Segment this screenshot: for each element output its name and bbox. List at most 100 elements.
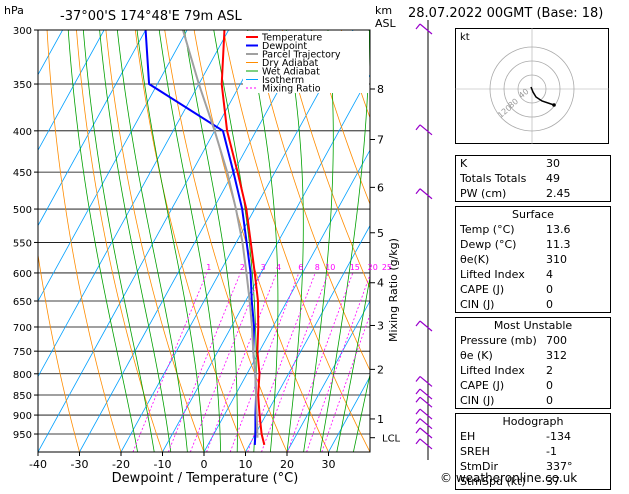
hodograph-stat-value: -1 bbox=[546, 444, 606, 459]
surface-row: CIN (J)0 bbox=[456, 297, 610, 312]
pressure-tick-label: 550 bbox=[13, 238, 32, 249]
mixing-ratio-axis-title: Mixing Ratio (g/kg) bbox=[387, 238, 400, 342]
wind-barb-feather bbox=[416, 439, 420, 444]
wind-barb bbox=[420, 125, 432, 135]
wind-barb-feather bbox=[416, 321, 420, 326]
wind-barb-feather bbox=[416, 125, 420, 130]
wind-barb bbox=[420, 321, 432, 331]
wind-barb bbox=[420, 419, 432, 429]
pressure-tick-label: 950 bbox=[13, 430, 32, 441]
index-row: Totals Totals 49 bbox=[456, 171, 610, 186]
wind-barb-feather bbox=[416, 428, 420, 433]
index-key: Totals Totals bbox=[460, 171, 526, 186]
surface-key: Dewp (°C) bbox=[460, 237, 516, 252]
most-unstable-title: Most Unstable bbox=[456, 318, 610, 333]
temperature-tick-label: -30 bbox=[71, 458, 89, 471]
pressure-tick-label: 450 bbox=[13, 168, 32, 179]
index-value: 2.45 bbox=[546, 186, 606, 201]
temperature-tick-label: 20 bbox=[280, 458, 294, 471]
wet-adiabat-line bbox=[83, 30, 154, 452]
temperature-tick-label: -20 bbox=[112, 458, 130, 471]
index-value: 49 bbox=[546, 171, 606, 186]
pressure-axis: 3003504004505005506006507007508008509009… bbox=[13, 26, 38, 441]
wind-barb-feather bbox=[416, 409, 420, 414]
surface-value: 11.3 bbox=[546, 237, 606, 252]
temperature-tick-label: 0 bbox=[201, 458, 208, 471]
surface-key: CAPE (J) bbox=[460, 282, 504, 297]
most-unstable-key: θe (K) bbox=[460, 348, 493, 363]
hodograph-unit: kt bbox=[460, 32, 470, 43]
pressure-tick-label: 650 bbox=[13, 297, 32, 308]
surface-key: Temp (°C) bbox=[460, 222, 515, 237]
surface-key: Lifted Index bbox=[460, 267, 525, 282]
wind-barb bbox=[420, 397, 432, 407]
mixing-ratio-label: 8 bbox=[315, 263, 320, 272]
surface-value: 0 bbox=[546, 282, 606, 297]
most-unstable-row: CAPE (J) 0 bbox=[456, 378, 610, 393]
most-unstable-key: CAPE (J) bbox=[460, 378, 504, 393]
temperature-tick-label: -40 bbox=[29, 458, 47, 471]
index-value: 30 bbox=[546, 156, 606, 171]
mixing-ratio-label: 15 bbox=[350, 263, 360, 272]
surface-row: CAPE (J) 0 bbox=[456, 282, 610, 297]
x-axis-title: Dewpoint / Temperature (°C) bbox=[112, 471, 299, 486]
footer-credit: © weatheronline.co.uk bbox=[440, 471, 577, 485]
mixing-ratio-label: 3 bbox=[261, 263, 266, 272]
mixing-ratio-label: 2 bbox=[240, 263, 245, 272]
most-unstable-row: CIN (J)0 bbox=[456, 393, 610, 408]
surface-key: θe(K) bbox=[460, 252, 489, 267]
datetime-label: 28.07.2022 00GMT (Base: 18) bbox=[408, 6, 603, 21]
wind-barb bbox=[420, 376, 432, 386]
most-unstable-key: Lifted Index bbox=[460, 363, 525, 378]
wind-barb bbox=[420, 409, 432, 419]
surface-row: Temp (°C) 13.6 bbox=[456, 222, 610, 237]
wind-barbs bbox=[416, 20, 432, 460]
mixing-ratio-line bbox=[133, 273, 207, 452]
surface-title: Surface bbox=[456, 207, 610, 222]
pressure-tick-label: 700 bbox=[13, 323, 32, 334]
unit-hpa: hPa bbox=[4, 4, 24, 17]
surface-row: Dewp (°C) 11.3 bbox=[456, 237, 610, 252]
wind-barb bbox=[420, 439, 432, 449]
km-tick-label: 2 bbox=[377, 363, 384, 376]
wind-barb-feather bbox=[416, 24, 420, 29]
hodograph-stat-key: EH bbox=[460, 429, 475, 444]
km-tick-label: 3 bbox=[377, 319, 384, 332]
mixing-ratio-label: 1 bbox=[206, 263, 211, 272]
km-tick-label: 1 bbox=[377, 413, 384, 426]
unit-km: km bbox=[375, 4, 392, 17]
most-unstable-value: 0 bbox=[546, 378, 606, 393]
surface-value: 4 bbox=[546, 267, 606, 282]
km-tick-label: 8 bbox=[377, 83, 384, 96]
pressure-tick-label: 800 bbox=[13, 370, 32, 381]
most-unstable-value: 700 bbox=[546, 333, 606, 348]
most-unstable-value: 2 bbox=[546, 363, 606, 378]
most-unstable-key: Pressure (mb) bbox=[460, 333, 537, 348]
hodograph-end-dot bbox=[552, 103, 556, 107]
wet-adiabat-line bbox=[159, 30, 220, 452]
index-key: PW (cm) bbox=[460, 186, 506, 201]
mixing-ratio-label: 6 bbox=[298, 263, 303, 272]
temperature-tick-label: 10 bbox=[239, 458, 253, 471]
surface-value: 0 bbox=[546, 297, 606, 312]
km-tick-label: 4 bbox=[377, 277, 384, 290]
dry-adiabat-line bbox=[106, 30, 204, 452]
mixing-ratio-line bbox=[207, 273, 277, 452]
pressure-tick-label: 750 bbox=[13, 347, 32, 358]
pressure-tick-label: 500 bbox=[13, 205, 32, 216]
pressure-tick-label: 300 bbox=[13, 26, 32, 37]
index-row: PW (cm) 2.45 bbox=[456, 186, 610, 201]
most-unstable-row: Pressure (mb) 700 bbox=[456, 333, 610, 348]
surface-value: 13.6 bbox=[546, 222, 606, 237]
lcl-label: LCL bbox=[382, 434, 401, 445]
km-tick-label: 6 bbox=[377, 181, 384, 194]
